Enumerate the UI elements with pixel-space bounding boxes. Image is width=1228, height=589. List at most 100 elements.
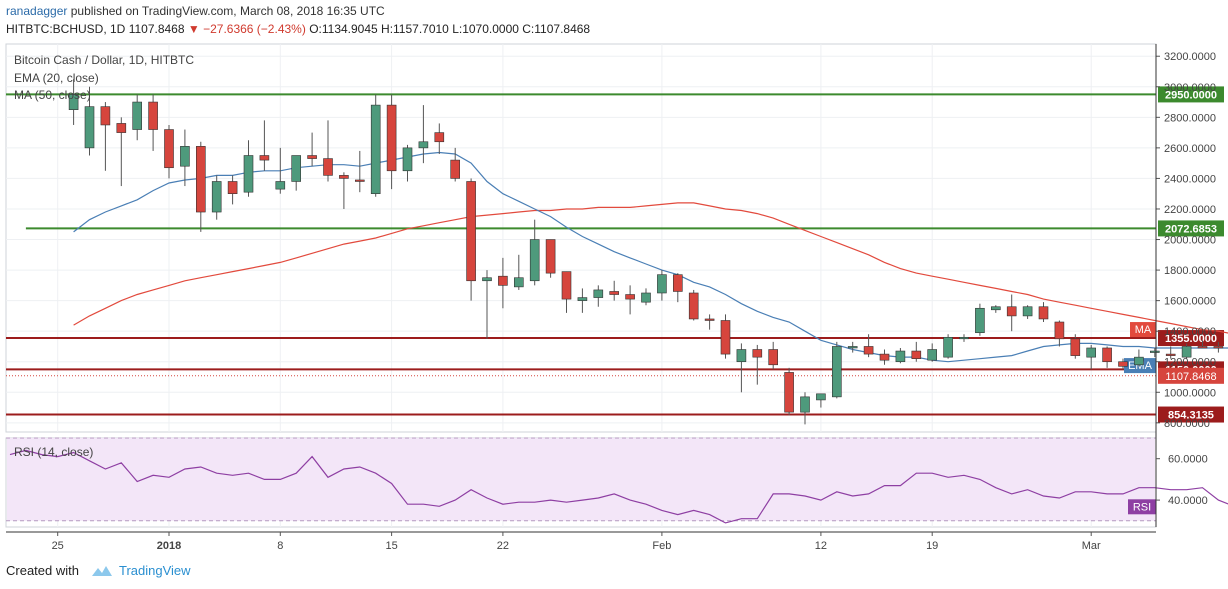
- candle: [736, 343, 747, 393]
- candle: [529, 219, 540, 286]
- rsi-pane: RSI: [6, 437, 1228, 524]
- candle: [641, 288, 651, 306]
- candle: [959, 334, 969, 342]
- candle: [1118, 358, 1128, 370]
- candle: [943, 334, 953, 359]
- candle: [593, 285, 604, 307]
- tradingview-link[interactable]: TradingView: [118, 563, 191, 578]
- candle-body: [959, 336, 969, 340]
- candle: [482, 270, 492, 339]
- candle-body: [990, 306, 1001, 311]
- candle-body: [339, 175, 349, 179]
- candle: [768, 341, 779, 370]
- tradingview-logo-icon: [91, 565, 113, 577]
- date-tick-label: 12: [815, 540, 827, 552]
- ma-line-group: [73, 202, 1228, 334]
- candle-body: [863, 346, 874, 355]
- candle-body: [1150, 350, 1160, 353]
- price-tick-label: 1200.0000: [1164, 357, 1216, 369]
- candle-body: [434, 132, 445, 143]
- candle-body: [529, 239, 540, 282]
- candle-body: [402, 147, 413, 172]
- candle-body: [768, 349, 779, 366]
- candle-body: [911, 350, 922, 359]
- price-tick-label: 2200.0000: [1164, 204, 1216, 216]
- candle-body: [1181, 346, 1192, 358]
- candle: [895, 347, 906, 364]
- candle-body: [704, 318, 715, 321]
- candle: [132, 94, 142, 141]
- candle: [609, 280, 620, 301]
- candle: [275, 147, 286, 194]
- candle-body: [84, 106, 95, 149]
- candle: [816, 393, 826, 408]
- candle-body: [879, 353, 890, 361]
- candle-body: [259, 155, 270, 161]
- candle-body: [1118, 361, 1128, 367]
- candle-body: [196, 146, 206, 213]
- candle-body: [227, 181, 238, 195]
- author-link[interactable]: ranadagger: [6, 4, 68, 18]
- candle-body: [116, 123, 127, 133]
- candle: [847, 341, 858, 353]
- candle: [720, 314, 731, 359]
- chart-header: ranadagger published on TradingView.com,…: [0, 0, 1228, 40]
- candle-body: [498, 275, 508, 286]
- ohlc-values: O:1134.9045 H:1157.7010 L:1070.0000 C:11…: [309, 22, 591, 36]
- candle: [975, 303, 985, 336]
- candle: [1070, 334, 1081, 359]
- candle: [211, 175, 222, 220]
- date-tick-label: 25: [52, 540, 64, 552]
- ma-50-line: [73, 202, 1228, 334]
- candle-body: [975, 307, 985, 334]
- candle: [1006, 294, 1017, 332]
- candle-body: [1054, 321, 1065, 340]
- candle: [688, 289, 699, 321]
- candle-body: [211, 181, 222, 213]
- candle: [831, 341, 842, 399]
- candle-body: [561, 271, 572, 300]
- candle: [370, 94, 381, 197]
- date-tick-label: 22: [497, 540, 509, 552]
- candle: [84, 86, 95, 156]
- candle-body: [1006, 306, 1017, 317]
- date-tick-label: 2018: [157, 540, 181, 552]
- level-label: 2950.0000: [1165, 89, 1217, 101]
- level-label-box: [1158, 220, 1224, 237]
- price-change: ▼ −27.6366 (−2.43%): [187, 22, 306, 36]
- ma-tag: MA: [1135, 324, 1152, 336]
- candle-body: [386, 104, 397, 172]
- symbol-line: HITBTC:BCHUSD, 1D 1107.8468 ▼ −27.6366 (…: [6, 22, 590, 36]
- candle-body: [68, 94, 79, 110]
- candle-body: [148, 101, 158, 130]
- candle: [227, 175, 238, 205]
- rsi-line: [9, 449, 1228, 524]
- price-pane-frame: [5, 43, 1157, 433]
- candle-body: [1134, 356, 1144, 366]
- candle: [323, 120, 333, 182]
- created-with: Created with: [6, 563, 79, 578]
- price-tick-label: 1600.0000: [1164, 296, 1216, 308]
- candle-body: [307, 155, 317, 159]
- candle: [259, 120, 270, 171]
- candle: [450, 147, 461, 182]
- ema-tag-box: [1124, 358, 1156, 374]
- candle-body: [1197, 346, 1208, 349]
- candle: [625, 285, 635, 315]
- level-label: 854.3135: [1168, 410, 1214, 422]
- price-chart[interactable]: 2950.00002072.68531355.00001150.0000854.…: [0, 0, 1228, 560]
- price-tick-label: 1800.0000: [1164, 265, 1216, 277]
- price-tick-label: 800.0000: [1164, 418, 1210, 430]
- candle-body: [927, 349, 938, 361]
- level-label-box: [1158, 86, 1224, 103]
- rsi-tag: RSI: [1133, 501, 1151, 513]
- symbol-name: HITBTC:BCHUSD, 1D: [6, 22, 126, 36]
- candle-body: [720, 320, 731, 355]
- date-tick-label: 15: [385, 540, 397, 552]
- candle: [752, 344, 763, 385]
- candle: [577, 288, 588, 313]
- legend-rsi: RSI (14, close): [14, 445, 93, 459]
- candle-body: [418, 141, 429, 149]
- candle: [657, 270, 667, 301]
- last-price-label: 1107.8468: [1165, 371, 1216, 383]
